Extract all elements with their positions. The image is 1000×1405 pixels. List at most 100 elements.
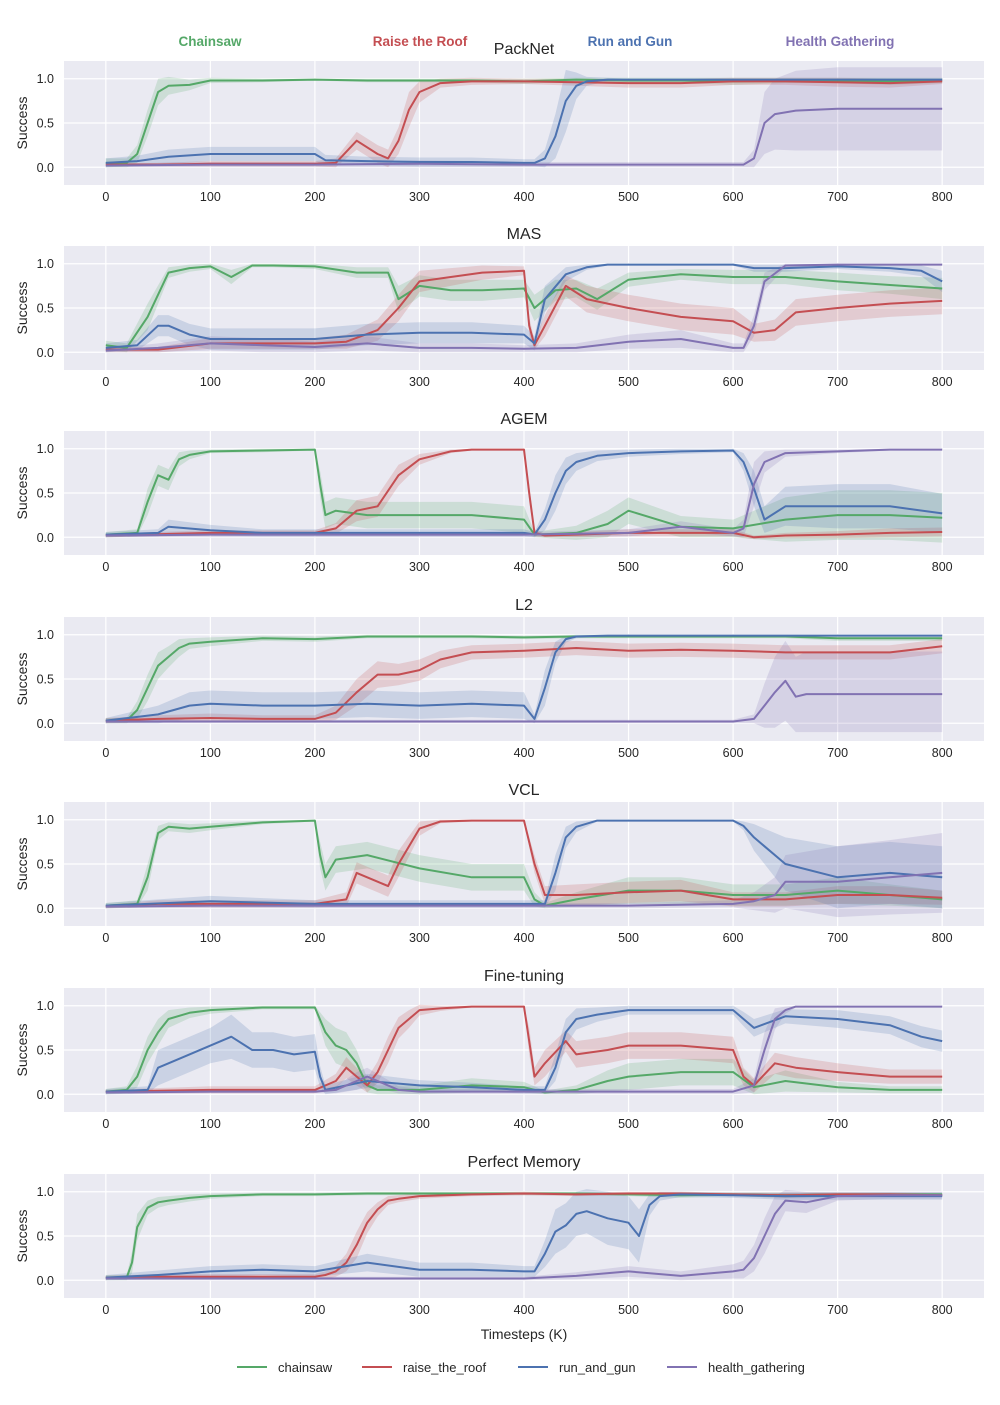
legend-label: run_and_gun [559, 1360, 636, 1375]
band-health_gathering [105, 833, 943, 918]
x-tick-label: 400 [514, 1303, 535, 1317]
x-tick-label: 100 [200, 190, 221, 204]
legend-label: health_gathering [708, 1360, 805, 1375]
band-chainsaw [105, 263, 943, 353]
y-tick-label: 0.5 [37, 487, 54, 501]
x-tick-label: 700 [827, 375, 848, 389]
y-tick-label: 0.0 [37, 531, 54, 545]
y-tick-label: 0.0 [37, 346, 54, 360]
band-raise_the_roof [105, 265, 943, 353]
band-run_and_gun [105, 263, 943, 353]
y-tick-label: 1.0 [37, 257, 54, 271]
x-tick-label: 400 [514, 560, 535, 574]
line-chainsaw [105, 819, 943, 907]
panel-title: L2 [515, 597, 533, 614]
panel-0: PackNet Success 0 100 200 300 400 500 600 700 800 0… [14, 41, 984, 204]
x-tick-label: 300 [409, 931, 430, 945]
x-tick-label: 0 [102, 560, 109, 574]
band-chainsaw [105, 76, 943, 168]
x-tick-label: 100 [200, 746, 221, 760]
line-health_gathering [105, 107, 943, 167]
band-run_and_gun [105, 1189, 943, 1281]
line-health_gathering [105, 1005, 943, 1094]
panel-title: Fine-tuning [484, 968, 564, 985]
line-run_and_gun [105, 78, 943, 164]
series-group [105, 634, 943, 733]
y-tick-label: 1.0 [37, 1185, 54, 1199]
y-tick-label: 0.5 [37, 302, 54, 316]
y-axis-label: Success [14, 282, 30, 335]
line-health_gathering [105, 871, 943, 908]
line-run_and_gun [105, 634, 943, 722]
series-group [105, 448, 943, 543]
x-tick-label: 200 [304, 746, 325, 760]
band-health_gathering [105, 67, 943, 168]
task-label-1: Raise the Roof [373, 34, 468, 49]
x-tick-label: 700 [827, 746, 848, 760]
legend-item-health_gathering: health_gathering [667, 1360, 805, 1375]
x-tick-label: 800 [932, 1117, 953, 1131]
x-tick-label: 500 [618, 560, 639, 574]
y-axis-label: Success [14, 1210, 30, 1263]
y-axis-label: Success [14, 97, 30, 150]
y-axis-label: Success [14, 838, 30, 891]
legend: chainsaw raise_the_roof run_and_gun health_… [237, 1360, 805, 1375]
line-raise_the_roof [105, 269, 943, 351]
panel-4: VCL Success 0 100 200 300 400 500 600 700 800 0.0 0.… [14, 782, 984, 945]
x-tick-label: 300 [409, 1303, 430, 1317]
y-tick-label: 0.0 [37, 161, 54, 175]
line-health_gathering [105, 679, 943, 723]
line-raise_the_roof [105, 645, 943, 722]
panel-title: AGEM [500, 411, 547, 428]
y-tick-label: 0.0 [37, 1274, 54, 1288]
x-tick-label: 0 [102, 375, 109, 389]
legend-item-raise_the_roof: raise_the_roof [362, 1360, 486, 1375]
x-tick-label: 300 [409, 190, 430, 204]
panel-5: Fine-tuning Success 0 100 200 300 400 500 600 700… [14, 968, 984, 1131]
y-tick-label: 1.0 [37, 628, 54, 642]
line-chainsaw [105, 448, 943, 536]
x-tick-label: 100 [200, 560, 221, 574]
series-group [105, 1189, 943, 1281]
x-tick-label: 100 [200, 931, 221, 945]
y-tick-label: 0.5 [37, 1044, 54, 1058]
x-tick-label: 200 [304, 931, 325, 945]
x-tick-label: 500 [618, 1117, 639, 1131]
x-tick-label: 400 [514, 375, 535, 389]
x-tick-label: 600 [723, 1303, 744, 1317]
x-tick-label: 0 [102, 190, 109, 204]
band-health_gathering [105, 1189, 943, 1281]
legend-item-run_and_gun: run_and_gun [518, 1360, 636, 1375]
series-group [105, 1004, 943, 1095]
series-group [105, 67, 943, 168]
x-tick-label: 100 [200, 1303, 221, 1317]
task-label-3: Health Gathering [786, 34, 895, 49]
y-tick-label: 0.5 [37, 1230, 54, 1244]
band-raise_the_roof [105, 448, 943, 540]
x-tick-label: 0 [102, 1303, 109, 1317]
legend-label: chainsaw [278, 1360, 333, 1375]
x-tick-label: 0 [102, 1117, 109, 1131]
panel-6: Perfect Memory Success 0 100 200 300 400 500 600… [14, 1154, 984, 1317]
band-run_and_gun [105, 634, 943, 724]
y-tick-label: 1.0 [37, 442, 54, 456]
x-tick-label: 700 [827, 1117, 848, 1131]
x-tick-label: 500 [618, 931, 639, 945]
y-tick-label: 1.0 [37, 813, 54, 827]
x-tick-label: 300 [409, 375, 430, 389]
band-raise_the_roof [105, 77, 943, 168]
x-tick-label: 300 [409, 560, 430, 574]
panel-title: MAS [507, 226, 542, 243]
x-tick-label: 800 [932, 1303, 953, 1317]
line-run_and_gun [105, 1193, 943, 1279]
y-tick-label: 1.0 [37, 72, 54, 86]
band-health_gathering [105, 263, 943, 353]
x-tick-label: 500 [618, 746, 639, 760]
x-tick-label: 800 [932, 746, 953, 760]
x-tick-label: 300 [409, 1117, 430, 1131]
x-tick-label: 800 [932, 190, 953, 204]
x-tick-label: 600 [723, 746, 744, 760]
series-group [105, 819, 943, 918]
y-tick-label: 0.5 [37, 673, 54, 687]
